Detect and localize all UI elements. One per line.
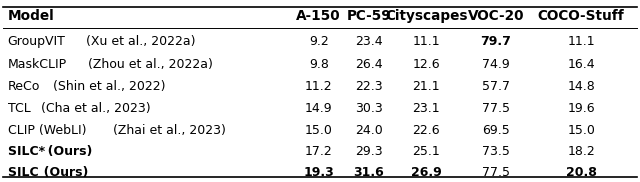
Text: 73.5: 73.5 <box>482 145 510 159</box>
Text: 23.1: 23.1 <box>412 102 440 115</box>
Text: (Zhou et al., 2022a): (Zhou et al., 2022a) <box>84 58 213 71</box>
Text: 9.8: 9.8 <box>308 58 329 71</box>
Text: 12.6: 12.6 <box>412 58 440 71</box>
Text: GroupVIT: GroupVIT <box>8 35 65 48</box>
Text: A-150: A-150 <box>296 9 341 23</box>
Text: (Xu et al., 2022a): (Xu et al., 2022a) <box>83 35 196 48</box>
Text: 25.1: 25.1 <box>412 145 440 159</box>
Text: 57.7: 57.7 <box>482 80 510 93</box>
Text: 69.5: 69.5 <box>482 124 510 137</box>
Text: 77.5: 77.5 <box>482 166 510 179</box>
Text: 77.5: 77.5 <box>482 102 510 115</box>
Text: SILC* (Ours): SILC* (Ours) <box>8 145 92 159</box>
Text: 22.3: 22.3 <box>355 80 383 93</box>
Text: 18.2: 18.2 <box>567 145 595 159</box>
Text: TCL: TCL <box>8 102 31 115</box>
Text: 11.1: 11.1 <box>567 35 595 48</box>
Text: 20.8: 20.8 <box>566 166 596 179</box>
Text: 79.7: 79.7 <box>481 35 511 48</box>
Text: 16.4: 16.4 <box>567 58 595 71</box>
Text: MaskCLIP: MaskCLIP <box>8 58 67 71</box>
Text: 23.4: 23.4 <box>355 35 383 48</box>
Text: 26.4: 26.4 <box>355 58 383 71</box>
Text: 74.9: 74.9 <box>482 58 510 71</box>
Text: Model: Model <box>8 9 54 23</box>
Text: Cityscapes: Cityscapes <box>385 9 467 23</box>
Text: (Shin et al., 2022): (Shin et al., 2022) <box>49 80 166 93</box>
Text: 31.6: 31.6 <box>353 166 384 179</box>
Text: 24.0: 24.0 <box>355 124 383 137</box>
Text: 21.1: 21.1 <box>412 80 440 93</box>
Text: 19.3: 19.3 <box>303 166 334 179</box>
Text: 30.3: 30.3 <box>355 102 383 115</box>
Text: 15.0: 15.0 <box>567 124 595 137</box>
Text: 15.0: 15.0 <box>305 124 333 137</box>
Text: CLIP (WebLI): CLIP (WebLI) <box>8 124 86 137</box>
Text: 14.8: 14.8 <box>567 80 595 93</box>
Text: 29.3: 29.3 <box>355 145 383 159</box>
Text: PC-59: PC-59 <box>346 9 391 23</box>
Text: (Cha et al., 2023): (Cha et al., 2023) <box>37 102 150 115</box>
Text: 11.1: 11.1 <box>412 35 440 48</box>
Text: 19.6: 19.6 <box>567 102 595 115</box>
Text: 26.9: 26.9 <box>411 166 442 179</box>
Text: 22.6: 22.6 <box>412 124 440 137</box>
Text: 14.9: 14.9 <box>305 102 333 115</box>
Text: (Zhai et al., 2023): (Zhai et al., 2023) <box>109 124 226 137</box>
Text: 17.2: 17.2 <box>305 145 333 159</box>
Text: ReCo: ReCo <box>8 80 40 93</box>
Text: SILC  (Ours): SILC (Ours) <box>8 166 88 179</box>
Text: 11.2: 11.2 <box>305 80 333 93</box>
Text: COCO-Stuff: COCO-Stuff <box>538 9 625 23</box>
Text: VOC-20: VOC-20 <box>468 9 524 23</box>
Text: 9.2: 9.2 <box>309 35 328 48</box>
